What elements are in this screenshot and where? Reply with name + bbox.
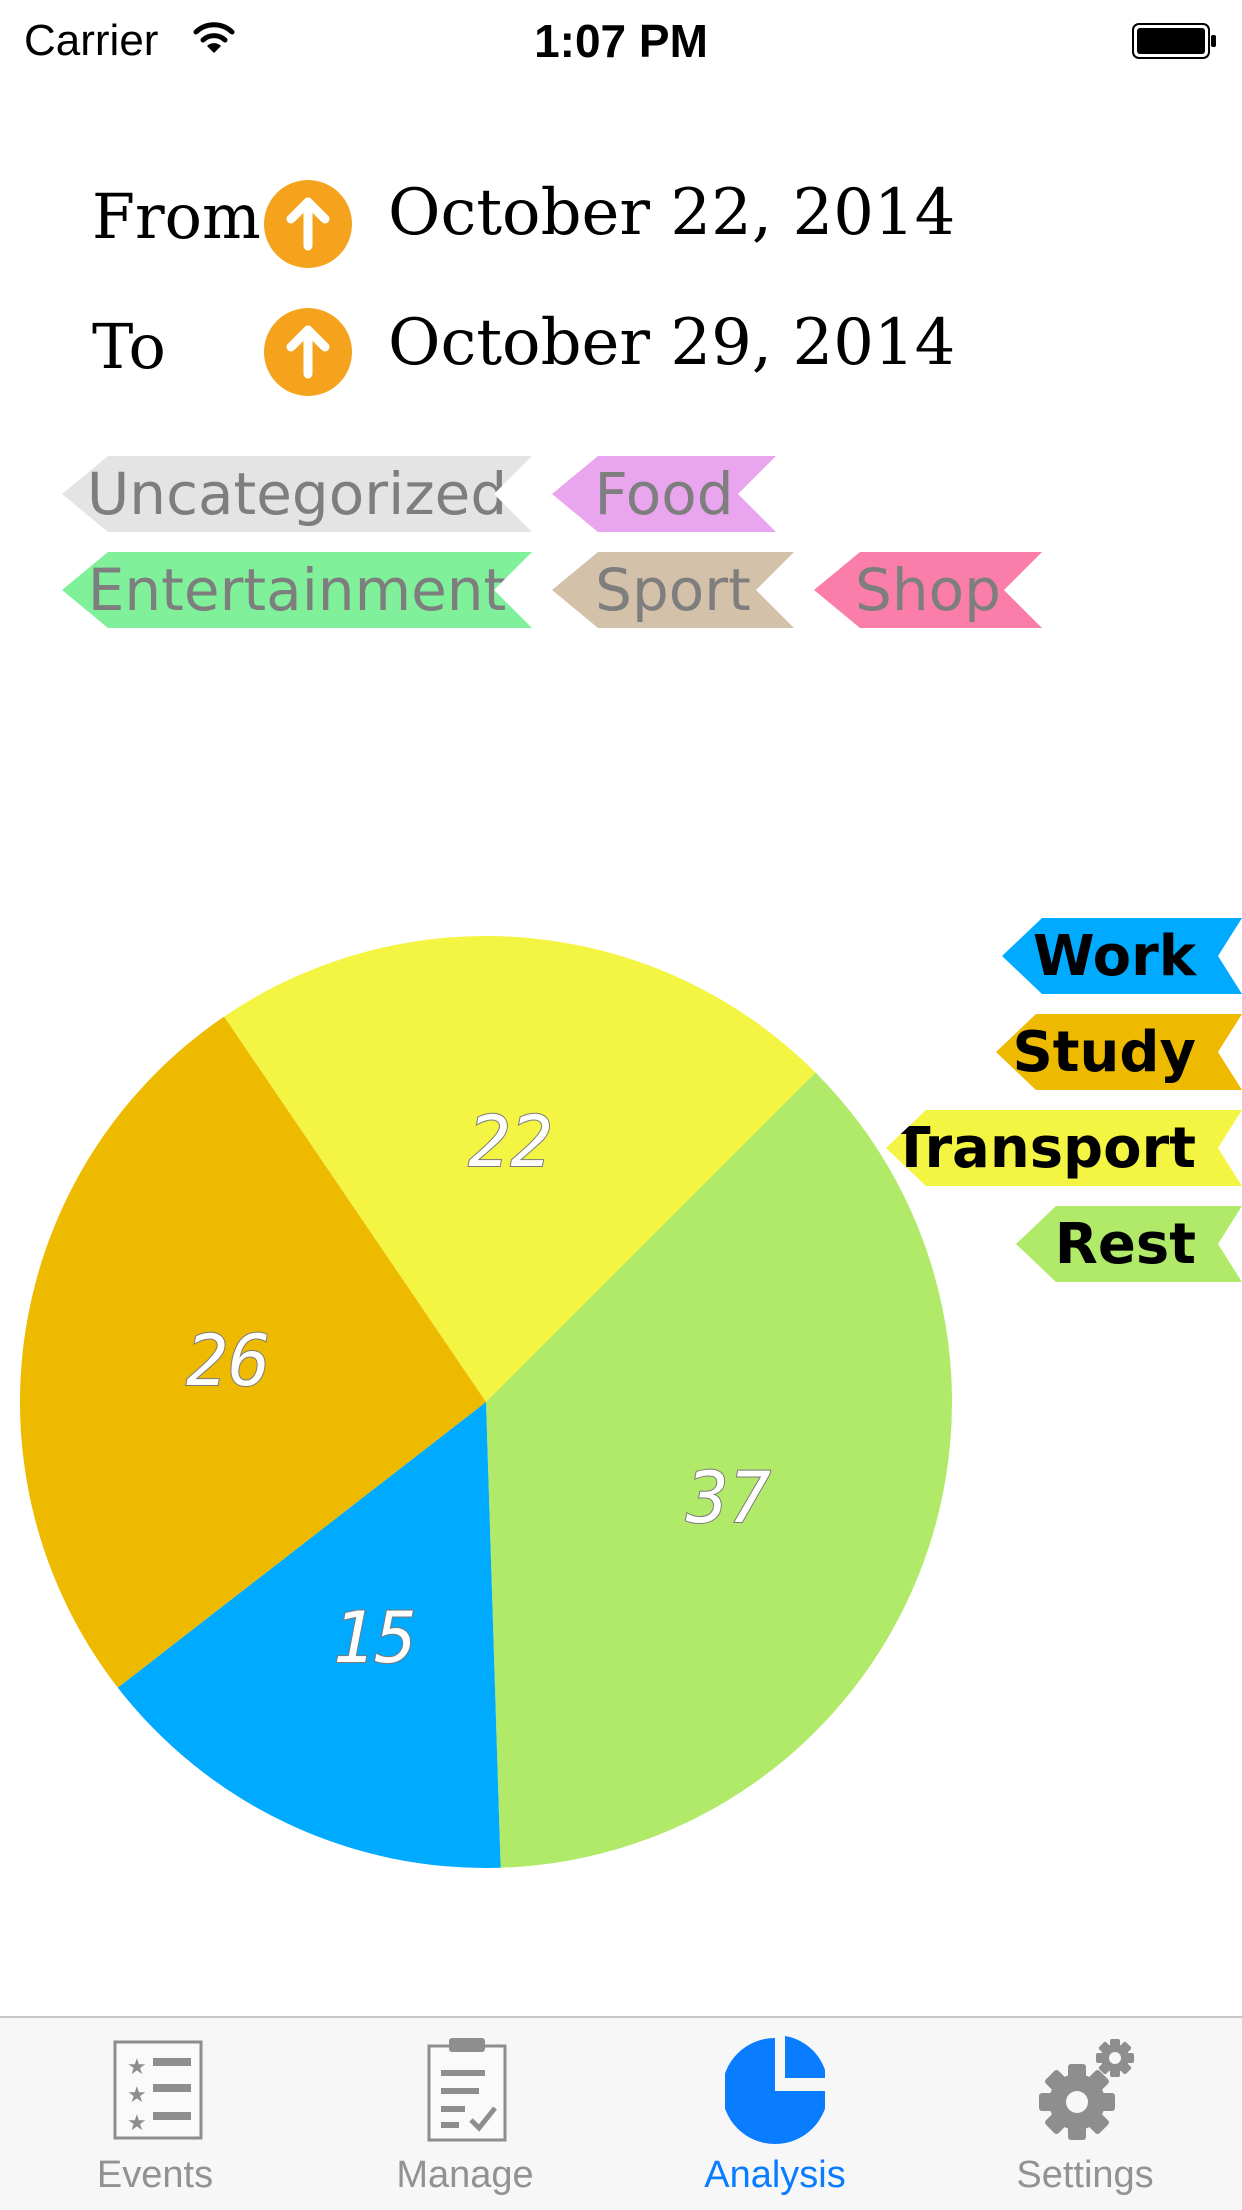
svg-text:★: ★	[127, 2110, 147, 2135]
tag-shop[interactable]: Shop	[814, 552, 1042, 628]
arrow-up-icon	[286, 197, 330, 251]
arrow-up-icon	[286, 325, 330, 379]
tab-settings[interactable]: Settings	[930, 2018, 1240, 2210]
tab-label: Settings	[1016, 2154, 1154, 2196]
from-date-button[interactable]	[264, 180, 352, 268]
status-bar: Carrier 1:07 PM	[0, 0, 1242, 82]
clipboard-icon	[427, 2038, 507, 2142]
from-label: From	[92, 180, 261, 253]
to-date-button[interactable]	[264, 308, 352, 396]
battery-icon	[1132, 23, 1216, 59]
tag-food[interactable]: Food	[552, 456, 776, 532]
legend-work[interactable]: Work	[1002, 918, 1242, 994]
tab-label: Events	[96, 2154, 214, 2196]
svg-text:★: ★	[127, 2082, 147, 2107]
gear-icon	[1039, 2039, 1134, 2140]
pie-slice-rest	[486, 1072, 953, 1868]
tag-uncategorized[interactable]: Uncategorized	[62, 456, 532, 532]
tab-analysis[interactable]: Analysis	[620, 2018, 930, 2210]
pie-value-label: 22	[468, 1101, 552, 1183]
to-date-value[interactable]: October 29, 2014	[388, 306, 956, 380]
tag-sport[interactable]: Sport	[552, 552, 794, 628]
carrier-label: Carrier	[24, 16, 159, 65]
pie-chart: 22 37 15 26	[19, 936, 953, 1868]
wifi-icon	[193, 22, 235, 53]
to-label: To	[92, 310, 166, 383]
tab-label: Analysis	[704, 2154, 846, 2196]
tag-entertainment[interactable]: Entertainment	[62, 552, 532, 628]
svg-text:★: ★	[127, 2054, 147, 2079]
legend-rest[interactable]: Rest	[1016, 1206, 1242, 1282]
legend-transport[interactable]: Transport	[886, 1110, 1242, 1186]
pie-value-label: 37	[685, 1457, 770, 1539]
list-icon: ★ ★ ★	[113, 2040, 203, 2140]
pie-slice-transport	[224, 936, 816, 1402]
pie-slice-study	[19, 1016, 487, 1688]
pie-value-label: 15	[333, 1597, 417, 1679]
tab-bar: ★ ★ ★ Events Manage Analysis	[0, 2016, 1242, 2210]
tab-manage[interactable]: Manage	[310, 2018, 620, 2210]
status-time: 1:07 PM	[534, 15, 708, 67]
tab-events[interactable]: ★ ★ ★ Events	[0, 2018, 310, 2210]
legend-study[interactable]: Study	[996, 1014, 1242, 1090]
pie-chart-icon	[725, 2036, 825, 2144]
pie-value-label: 26	[186, 1320, 270, 1402]
tab-label: Manage	[396, 2154, 534, 2196]
pie-slice-work	[117, 1402, 501, 1868]
from-date-value[interactable]: October 22, 2014	[388, 176, 956, 250]
